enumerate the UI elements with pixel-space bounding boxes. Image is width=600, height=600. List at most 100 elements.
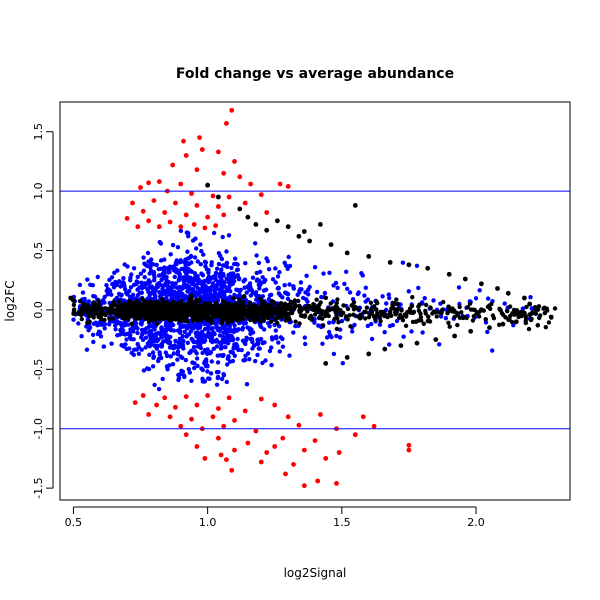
blue-point xyxy=(152,382,157,388)
y-tick-label: 1.5 xyxy=(32,123,45,141)
black-outlier-point xyxy=(382,346,388,352)
black-point xyxy=(196,297,202,302)
blue-point xyxy=(218,346,224,351)
black-point xyxy=(471,307,476,312)
blue-point xyxy=(156,273,162,278)
black-point xyxy=(439,310,444,316)
blue-point xyxy=(257,286,262,291)
blue-point xyxy=(189,260,194,265)
black-point xyxy=(248,317,253,323)
blue-point xyxy=(95,331,101,337)
black-point xyxy=(537,315,542,321)
blue-point xyxy=(105,292,111,297)
blue-point xyxy=(167,269,172,275)
blue-point xyxy=(146,340,152,345)
black-point xyxy=(71,307,77,312)
blue-point xyxy=(176,377,181,383)
blue-point xyxy=(169,328,174,333)
black-point xyxy=(507,317,512,322)
blue-point xyxy=(302,335,307,340)
blue-point xyxy=(143,335,149,340)
black-point xyxy=(311,302,316,307)
black-point xyxy=(465,305,470,310)
blue-point xyxy=(175,357,180,362)
red-point xyxy=(205,393,211,398)
black-point xyxy=(543,325,548,330)
blue-point xyxy=(185,326,190,331)
blue-point xyxy=(147,271,152,276)
blue-point xyxy=(151,272,157,277)
black-point xyxy=(286,302,291,308)
black-point xyxy=(382,313,387,319)
red-point xyxy=(156,179,162,185)
black-point xyxy=(301,306,307,311)
blue-point xyxy=(225,340,230,345)
blue-point xyxy=(243,261,248,266)
blue-point xyxy=(280,344,286,349)
blue-point xyxy=(175,297,180,302)
red-point xyxy=(291,462,296,467)
blue-point xyxy=(401,334,406,339)
red-point xyxy=(213,223,219,229)
black-outlier-point xyxy=(452,333,457,339)
black-point xyxy=(450,306,455,311)
black-point xyxy=(336,320,341,325)
blue-point xyxy=(409,329,414,334)
black-point xyxy=(278,301,284,306)
blue-point xyxy=(178,228,184,233)
blue-point xyxy=(170,285,176,290)
black-outlier-point xyxy=(87,319,92,325)
blue-point xyxy=(178,354,183,359)
blue-point xyxy=(163,350,168,355)
black-point xyxy=(71,302,77,308)
y-tick-label: -0.5 xyxy=(32,359,45,380)
black-point xyxy=(282,308,288,314)
black-point xyxy=(334,300,339,306)
blue-point xyxy=(203,292,209,297)
blue-point xyxy=(139,280,144,285)
blue-point xyxy=(477,288,482,293)
red-point xyxy=(296,422,302,428)
blue-point xyxy=(211,330,216,335)
black-point xyxy=(204,306,209,311)
blue-point xyxy=(186,277,192,283)
red-point xyxy=(221,212,227,218)
blue-point xyxy=(185,332,190,338)
blue-point xyxy=(269,345,274,350)
black-point xyxy=(214,314,219,319)
blue-point xyxy=(188,329,193,334)
blue-point xyxy=(195,363,200,369)
blue-point xyxy=(231,344,236,350)
black-point xyxy=(96,298,101,303)
black-point xyxy=(396,315,402,321)
black-outlier-point xyxy=(398,343,404,348)
blue-point xyxy=(243,357,248,363)
black-point xyxy=(471,314,477,319)
blue-point xyxy=(160,284,166,289)
blue-point xyxy=(170,281,175,286)
blue-point xyxy=(157,290,163,296)
blue-point xyxy=(166,289,171,294)
blue-point xyxy=(128,333,133,338)
blue-point xyxy=(420,330,425,335)
black-outlier-point xyxy=(500,321,506,327)
black-point xyxy=(541,306,546,311)
red-point xyxy=(323,456,329,461)
black-point xyxy=(315,309,320,314)
blue-point xyxy=(485,296,491,301)
black-point xyxy=(457,304,462,310)
blue-point xyxy=(247,281,253,286)
red-point xyxy=(216,204,221,209)
black-point xyxy=(230,305,235,310)
black-outlier-point xyxy=(425,265,431,271)
blue-point xyxy=(293,323,298,329)
black-point xyxy=(120,309,126,314)
black-point xyxy=(222,302,227,308)
blue-point xyxy=(139,347,144,352)
blue-point xyxy=(130,296,135,301)
red-point xyxy=(146,412,152,417)
blue-point xyxy=(135,274,140,280)
blue-point xyxy=(365,323,370,329)
red-point xyxy=(199,147,205,152)
plot-frame xyxy=(59,101,571,501)
